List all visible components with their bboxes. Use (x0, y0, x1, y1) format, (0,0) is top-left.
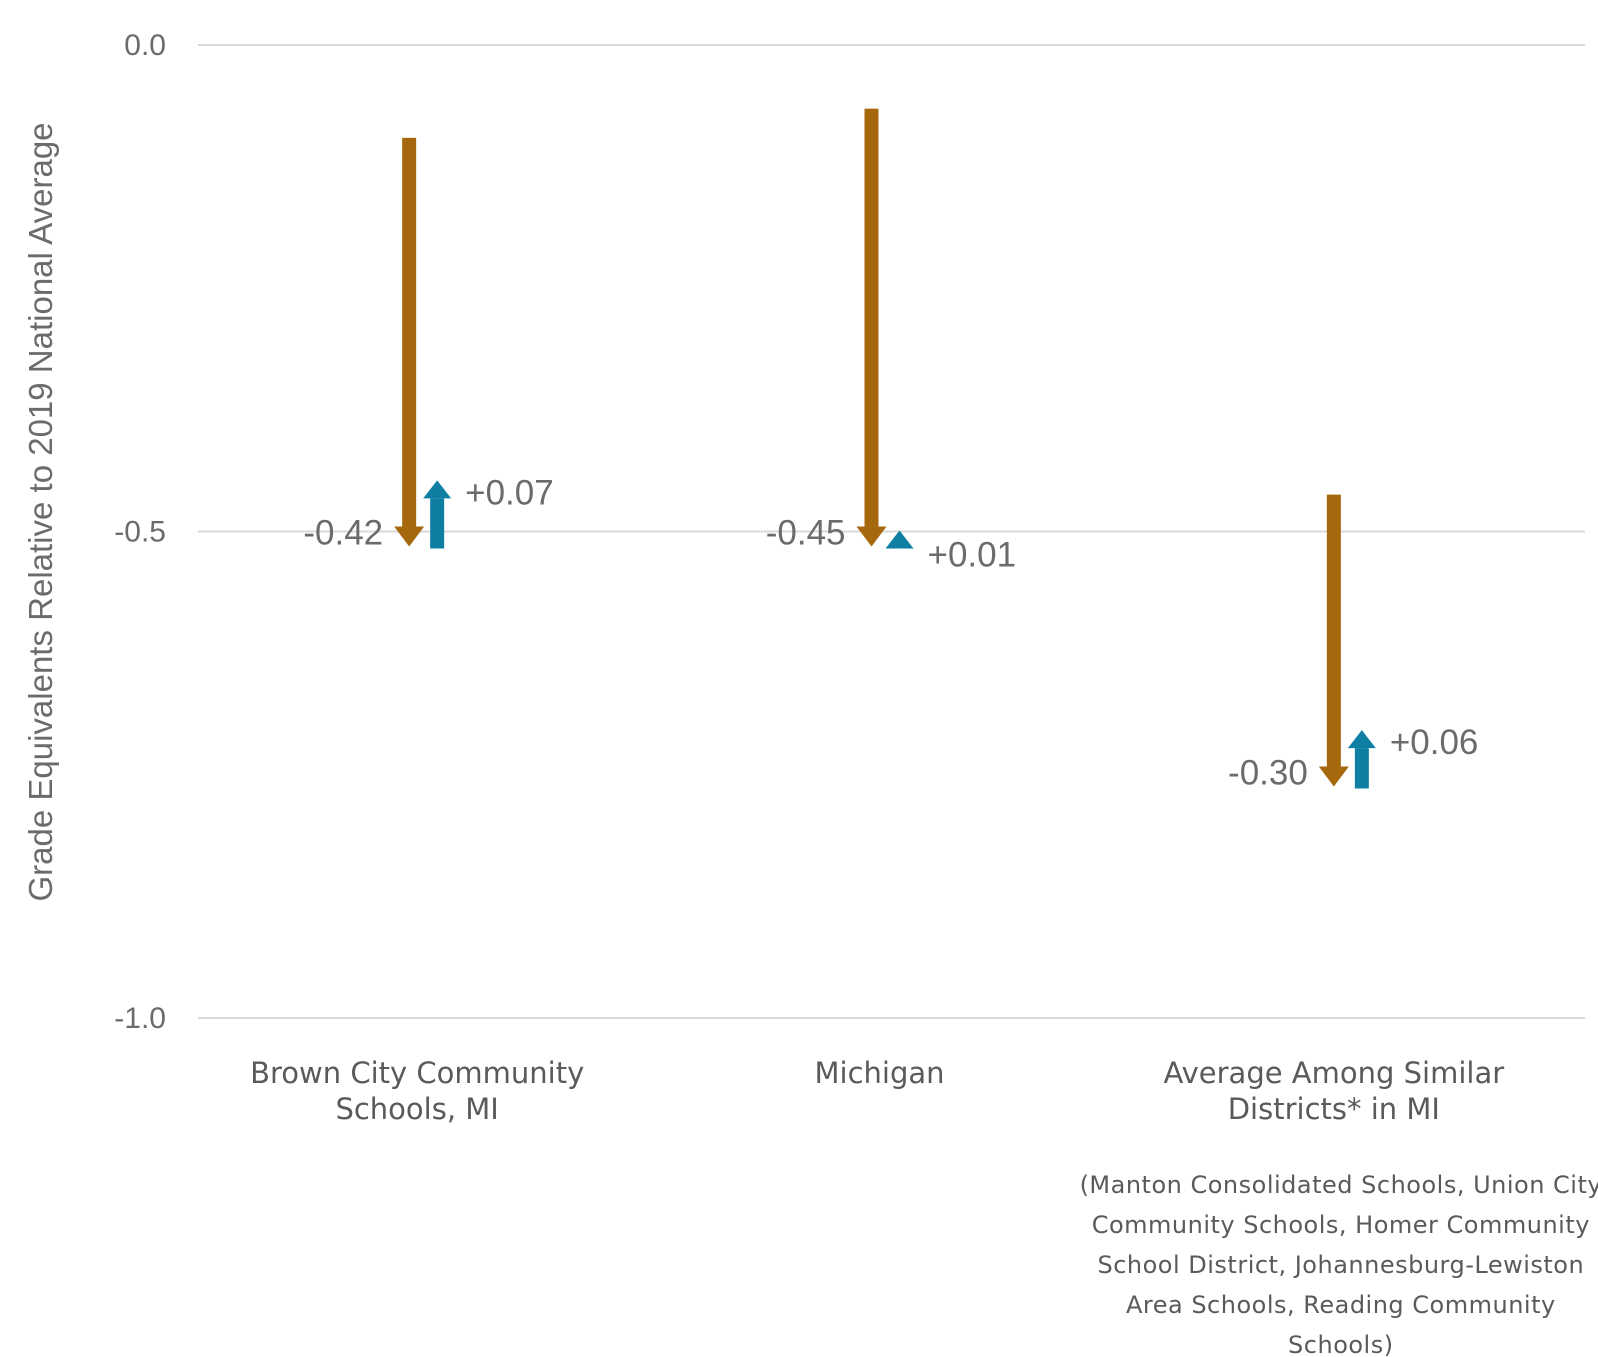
decline-arrow-head (394, 526, 425, 547)
category-label: Districts* in MI (1228, 1092, 1440, 1126)
chart-marks: -0.42 +0.07 -0.45 +0.01 -0.30 +0.06 (303, 108, 1479, 793)
decline-arrow-shaft (864, 108, 879, 527)
footnote-line: Schools) (1288, 1331, 1394, 1357)
footnote-line: Area Schools, Reading Community (1126, 1291, 1556, 1319)
recovery-arrow-shaft (1354, 748, 1369, 789)
decline-arrow-head (1318, 766, 1349, 787)
y-tick-labels: 0.0 -0.5 -1.0 (114, 29, 166, 1035)
category-label: Brown City Community (250, 1056, 584, 1090)
decline-arrow-head (856, 526, 887, 547)
recovery-arrow-head (1347, 730, 1376, 749)
decline-value-label: -0.45 (766, 514, 846, 553)
recovery-arrow-shaft (430, 498, 445, 549)
category-label: Michigan (814, 1056, 944, 1090)
category-label: Average Among Similar (1163, 1056, 1504, 1090)
decline-arrow-shaft (402, 137, 417, 527)
recovery-arrow-head (423, 480, 452, 499)
y-tick-label: -1.0 (114, 1002, 166, 1035)
footnote-line: School District, Johannesburg-Lewiston (1097, 1251, 1584, 1279)
footnote-line: (Manton Consolidated Schools, Union City (1080, 1171, 1598, 1199)
decline-value-label: -0.42 (303, 514, 383, 553)
decline-value-label: -0.30 (1228, 754, 1308, 793)
grid-lines (198, 44, 1585, 1019)
recovery-arrow-head (885, 530, 914, 549)
y-axis-label: Grade Equivalents Relative to 2019 Natio… (22, 122, 59, 901)
y-tick-label: 0.0 (124, 29, 166, 62)
category-label: Schools, MI (335, 1092, 498, 1126)
recovery-value-label: +0.01 (928, 536, 1017, 575)
recovery-value-label: +0.06 (1390, 723, 1479, 762)
y-tick-label: -0.5 (114, 516, 166, 549)
footnote: (Manton Consolidated Schools, Union City… (1080, 1171, 1598, 1357)
decline-arrow-shaft (1326, 494, 1341, 767)
footnote-line: Community Schools, Homer Community (1092, 1211, 1590, 1239)
recovery-value-label: +0.07 (465, 473, 554, 512)
